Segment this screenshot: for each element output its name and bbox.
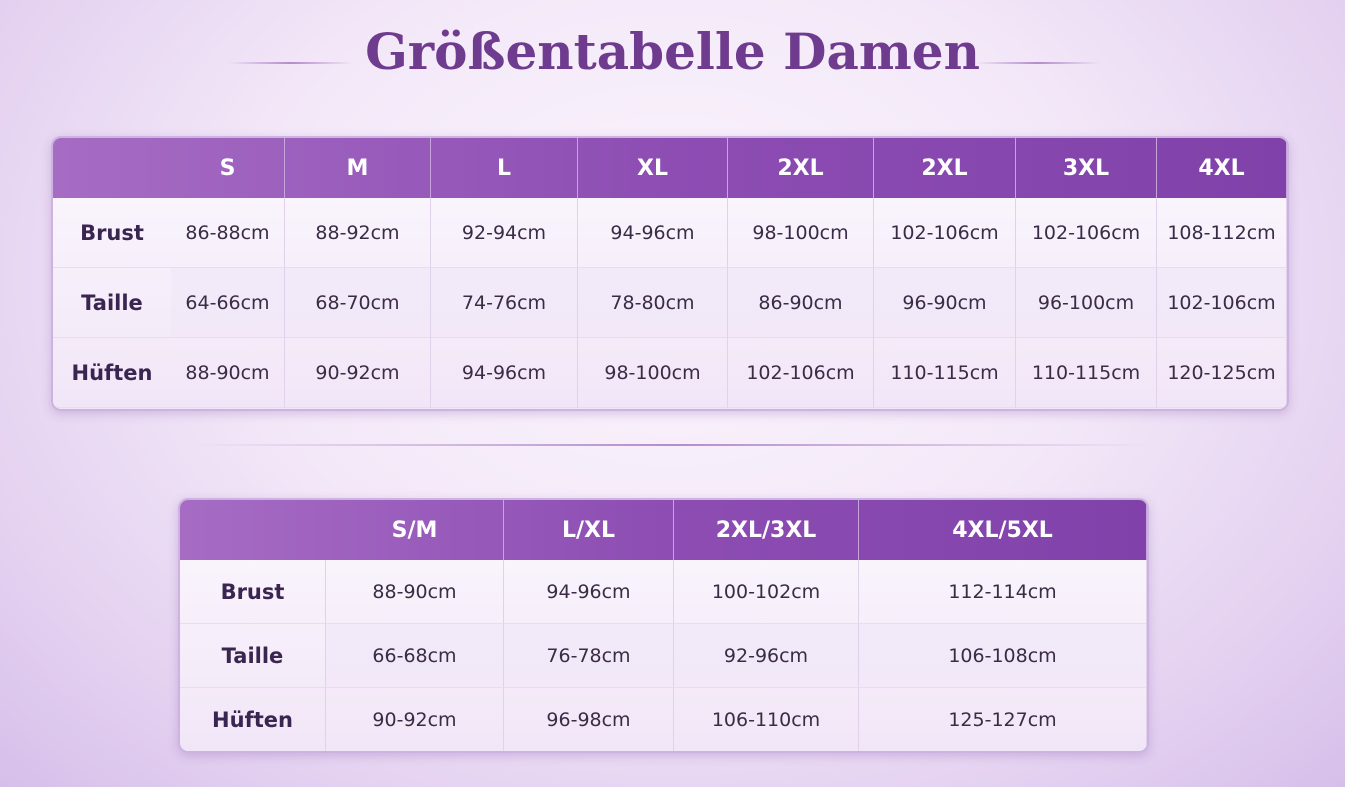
row-label: Brust [53, 198, 171, 268]
value-cell: 76-78cm [504, 624, 674, 688]
size-table-1: S M L XL 2XL 2XL 3XL 4XL Brust 86-88cm 88-92cm 92-9… [51, 136, 1289, 411]
value-cell: 96-90cm [874, 268, 1016, 338]
value-cell: 98-100cm [578, 338, 728, 408]
value-cell: 110-115cm [874, 338, 1016, 408]
column-header: 2XL [874, 138, 1016, 198]
value-cell: 74-76cm [431, 268, 578, 338]
value-cell: 88-90cm [326, 560, 504, 624]
column-header: S [171, 138, 285, 198]
value-cell: 106-108cm [859, 624, 1147, 688]
value-cell: 112-114cm [859, 560, 1147, 624]
row-label: Hüften [180, 688, 326, 751]
size-table-2: S/M L/XL 2XL/3XL 4XL/5XL Brust 88-90cm 94-96cm… [178, 498, 1149, 753]
value-cell: 125-127cm [859, 688, 1147, 751]
row-label: Hüften [53, 338, 171, 408]
value-cell: 92-94cm [431, 198, 578, 268]
value-cell: 96-98cm [504, 688, 674, 751]
value-cell: 90-92cm [326, 688, 504, 751]
value-cell: 78-80cm [578, 268, 728, 338]
value-cell: 102-106cm [874, 198, 1016, 268]
value-cell: 66-68cm [326, 624, 504, 688]
value-cell: 88-92cm [285, 198, 431, 268]
column-header: 4XL/5XL [859, 500, 1147, 560]
value-cell: 86-88cm [171, 198, 285, 268]
column-header: 2XL [728, 138, 874, 198]
value-cell: 64-66cm [171, 268, 285, 338]
value-cell: 102-106cm [1157, 268, 1287, 338]
value-cell: 86-90cm [728, 268, 874, 338]
value-cell: 90-92cm [285, 338, 431, 408]
value-cell: 108-112cm [1157, 198, 1287, 268]
value-cell: 94-96cm [431, 338, 578, 408]
column-header: L/XL [504, 500, 674, 560]
value-cell: 120-125cm [1157, 338, 1287, 408]
value-cell: 96-100cm [1016, 268, 1157, 338]
value-cell: 98-100cm [728, 198, 874, 268]
value-cell: 110-115cm [1016, 338, 1157, 408]
value-cell: 102-106cm [1016, 198, 1157, 268]
ornament-right [975, 62, 1100, 64]
column-header: XL [578, 138, 728, 198]
row-label: Taille [180, 624, 326, 688]
page-title: Größentabelle Damen [365, 22, 980, 81]
value-cell: 94-96cm [578, 198, 728, 268]
value-cell: 100-102cm [674, 560, 859, 624]
column-header: 3XL [1016, 138, 1157, 198]
column-header: 2XL/3XL [674, 500, 859, 560]
value-cell: 102-106cm [728, 338, 874, 408]
value-cell: 88-90cm [171, 338, 285, 408]
divider-ornament [190, 444, 1155, 446]
value-cell: 68-70cm [285, 268, 431, 338]
column-header: L [431, 138, 578, 198]
row-label: Taille [53, 268, 171, 338]
value-cell: 94-96cm [504, 560, 674, 624]
value-cell: 92-96cm [674, 624, 859, 688]
row-label: Brust [180, 560, 326, 624]
column-header: S/M [326, 500, 504, 560]
value-cell: 106-110cm [674, 688, 859, 751]
column-header: 4XL [1157, 138, 1287, 198]
ornament-left [228, 62, 353, 64]
column-header: M [285, 138, 431, 198]
